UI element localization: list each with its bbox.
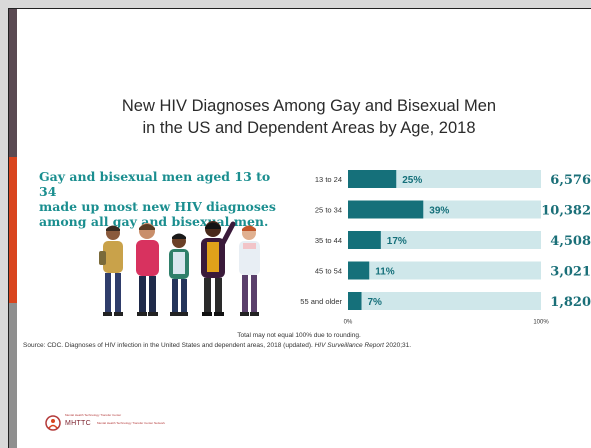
count-data-label: 4,508 <box>550 234 591 249</box>
slide-accent-bar-middle <box>9 157 17 303</box>
source-report-title: HIV Surveillance Report <box>314 342 384 349</box>
source-main-text: Source: CDC. Diagnoses of HIV infection … <box>23 342 315 349</box>
percent-data-label: 11% <box>375 267 395 278</box>
category-label: 13 to 24 <box>315 175 342 184</box>
mhttc-logo-subtext: Mental Health Technology Transfer Center <box>65 413 122 417</box>
bar-track <box>348 231 541 249</box>
percent-data-label: 7% <box>368 297 383 308</box>
person-figure-5 <box>239 225 260 316</box>
mhttc-logo-text: MHTTC <box>65 420 91 427</box>
source-tail-text: 2020;31. <box>383 342 412 349</box>
category-label: 25 to 34 <box>315 206 342 215</box>
x-tick-label: 0% <box>344 320 353 326</box>
count-data-label: 6,576 <box>550 173 591 188</box>
percent-data-label: 39% <box>429 206 449 217</box>
chart-title-line-1: New HIV Diagnoses Among Gay and Bisexual… <box>121 97 497 115</box>
bar-track <box>348 292 541 310</box>
chart-footnote: Total may not equal 100% due to rounding… <box>237 332 361 339</box>
slide-accent-bar-bottom <box>9 303 17 448</box>
mhttc-logo-tagline: Mental Health Technology Transfer Center… <box>97 421 165 425</box>
mhttc-logo-icon <box>45 415 61 431</box>
bar-track <box>348 261 541 280</box>
bar-value <box>348 170 397 188</box>
category-label: 45 to 54 <box>315 267 342 276</box>
callout-line: made up most new HIV diagnoses <box>39 199 276 214</box>
person-figure-3 <box>169 233 189 316</box>
age-bar-chart: 13 to 24 25% 6,576 25 to 34 39% 10,382 35 to 4… <box>300 170 591 326</box>
slide-accent-bar-top <box>9 9 17 157</box>
count-data-label: 10,382 <box>541 204 591 219</box>
people-illustration <box>99 221 260 316</box>
person-figure-2 <box>136 223 159 316</box>
category-label: 55 and older <box>300 297 342 306</box>
callout-line: Gay and bisexual men aged 13 to 34 <box>39 169 271 199</box>
slide: New HIV Diagnoses Among Gay and Bisexual… <box>8 8 591 448</box>
chart-title-line-2: in the US and Dependent Areas by Age, 20… <box>142 119 476 137</box>
bar-value <box>348 231 381 249</box>
count-data-label: 1,820 <box>550 295 591 310</box>
x-tick-label: 100% <box>533 320 549 326</box>
bar-value <box>348 200 424 219</box>
percent-data-label: 25% <box>402 175 422 186</box>
bar-value <box>348 261 370 280</box>
count-data-label: 3,021 <box>550 265 591 280</box>
person-figure-1 <box>99 225 123 316</box>
source-citation: Source: CDC. Diagnoses of HIV infection … <box>23 342 589 349</box>
person-figure-4 <box>201 221 236 316</box>
bar-value <box>348 292 362 310</box>
percent-data-label: 17% <box>387 236 407 247</box>
mhttc-logo: Mental Health Technology Transfer Center… <box>45 412 195 434</box>
category-label: 35 to 44 <box>315 236 342 245</box>
